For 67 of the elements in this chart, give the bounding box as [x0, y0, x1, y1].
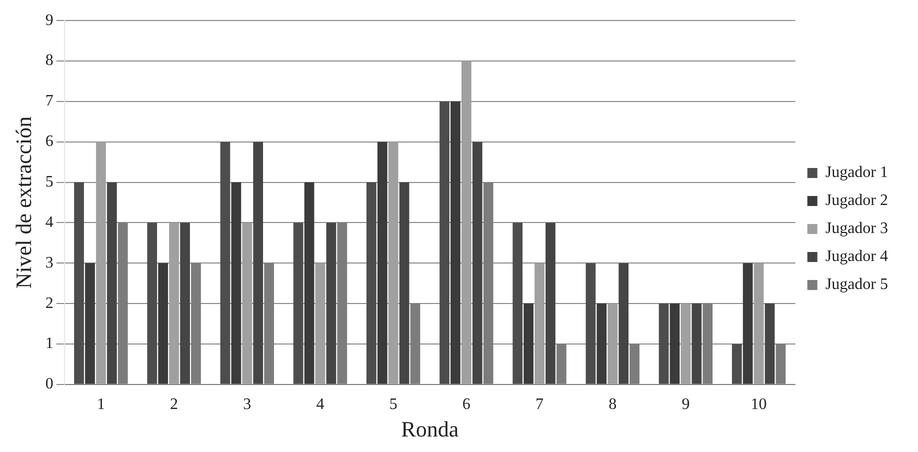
bar	[377, 142, 388, 384]
x-tick-label: 3	[243, 396, 252, 414]
x-tick-label: 7	[536, 396, 544, 414]
x-tick-label: 8	[608, 396, 617, 414]
bar	[158, 263, 168, 384]
y-tick-label: 5	[45, 173, 54, 190]
bar	[692, 304, 702, 384]
bar	[461, 61, 472, 384]
bar	[253, 142, 264, 384]
x-tick-label: 2	[170, 396, 178, 414]
bar	[512, 222, 523, 384]
bar	[546, 222, 556, 384]
bar	[670, 304, 680, 384]
bar	[85, 263, 95, 384]
y-tick-label: 9	[45, 12, 54, 29]
x-tick-label: 4	[316, 396, 324, 414]
bar	[764, 304, 775, 384]
x-tick-label: 5	[389, 396, 398, 414]
legend-label: Jugador 2	[825, 192, 888, 210]
bar	[315, 263, 326, 384]
bar	[440, 101, 450, 384]
bar	[293, 222, 304, 384]
x-tick-label: 9	[682, 396, 690, 414]
bar	[74, 182, 84, 384]
y-tick-label: 1	[45, 335, 54, 352]
legend-label: Jugador 4	[825, 248, 888, 266]
bar	[106, 182, 117, 384]
bar	[618, 263, 629, 384]
bar	[658, 304, 669, 384]
legend-label: Jugador 5	[825, 276, 888, 294]
bar	[366, 182, 376, 384]
x-tick-label: 1	[96, 396, 105, 414]
bar	[754, 263, 764, 384]
bar	[169, 222, 179, 384]
bar	[147, 222, 158, 384]
bar	[534, 263, 544, 384]
y-tick-label: 6	[45, 133, 54, 150]
bar	[732, 344, 742, 384]
y-tick-label: 7	[45, 92, 54, 110]
bar	[180, 222, 190, 384]
bar	[399, 182, 410, 384]
x-tick-label: 6	[462, 396, 470, 414]
bar	[472, 142, 482, 384]
bar	[524, 304, 534, 384]
bar	[96, 142, 106, 384]
bar	[596, 304, 607, 384]
bar	[680, 304, 691, 384]
bar	[450, 101, 460, 384]
y-axis-title: Nivel de extracción	[10, 116, 36, 289]
x-axis-title: Ronda	[401, 416, 459, 442]
y-tick-label: 2	[45, 294, 54, 312]
legend-label: Jugador 3	[825, 220, 888, 238]
bar	[242, 222, 252, 384]
bar	[304, 182, 314, 384]
legend-label: Jugador 1	[825, 164, 888, 182]
y-tick-label: 8	[45, 52, 54, 70]
y-tick-label: 4	[45, 214, 54, 231]
bar	[231, 182, 242, 384]
bar	[608, 304, 618, 384]
y-tick-label: 3	[45, 254, 54, 272]
y-tick-label: 0	[45, 376, 54, 393]
bar	[220, 142, 230, 384]
bar	[326, 222, 336, 384]
x-tick-label: 10	[750, 396, 767, 414]
bar	[388, 142, 398, 384]
bar	[586, 263, 596, 384]
bar	[742, 263, 753, 384]
